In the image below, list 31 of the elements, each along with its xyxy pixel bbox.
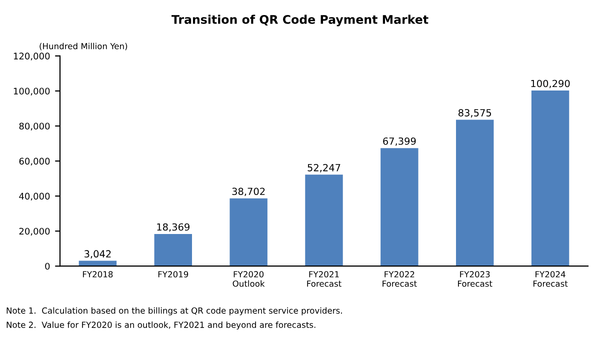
bar [380, 148, 418, 266]
x-tick-label: FY2019 [158, 271, 188, 278]
x-tick-label: FY2020 Outlook [232, 271, 265, 287]
y-tick-label: 80,000 [19, 122, 50, 130]
text: Note 2. Value for FY2020 is an outlook, FY2021 and beyond are forecasts. [6, 321, 316, 330]
y-axis-title: (Hundred Million Yen) [40, 42, 128, 50]
data-label: 83,575 [458, 109, 492, 118]
data-label: 100,290 [531, 80, 570, 88]
bar [531, 90, 570, 266]
y-tick-label: 100,000 [14, 88, 50, 96]
chart-title: Transition of QR Code Payment Market [172, 14, 428, 26]
data-label: 18,369 [157, 223, 190, 232]
bar [305, 174, 343, 266]
data-label: 67,399 [383, 137, 416, 146]
x-tick-label: FY2022 Forecast [382, 271, 417, 287]
y-tick-label: 40,000 [19, 192, 50, 201]
data-label: 52,247 [308, 164, 340, 172]
x-tick-label: FY2021 Forecast [307, 271, 342, 287]
data-label: 3,042 [84, 250, 111, 259]
text: Note 1. Calculation based on the billings at QR code payment service providers. [6, 307, 342, 316]
y-tick-label: 120,000 [14, 52, 50, 60]
y-tick-label: 60,000 [19, 158, 50, 166]
bar [456, 120, 494, 266]
y-tick-label: 0 [45, 262, 50, 270]
y-tick-label: 20,000 [19, 228, 50, 236]
bar [154, 234, 192, 266]
bar [230, 198, 268, 266]
data-label: 38,702 [232, 188, 265, 196]
x-tick-label: FY2023 Forecast [458, 271, 492, 287]
x-tick-label: FY2018 [82, 271, 113, 278]
x-tick-label: FY2024 Forecast [533, 271, 568, 287]
